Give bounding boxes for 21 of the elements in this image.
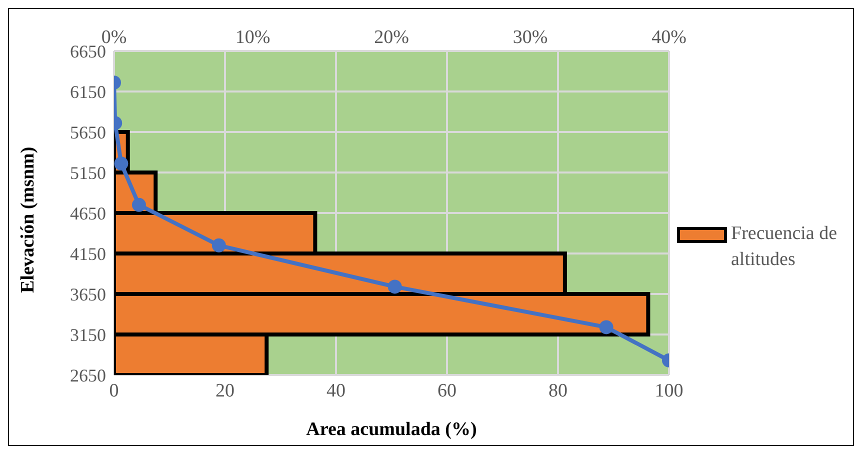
x-axis-title: Area acumulada (%) (306, 419, 477, 440)
y-tick-label: 4650 (70, 203, 106, 224)
x2-tick-label: 20% (374, 27, 410, 48)
y-tick-label: 6150 (70, 82, 106, 102)
y-tick-label: 5650 (70, 122, 106, 142)
y-tick-label: 3650 (70, 284, 106, 304)
x2-tick-label: 40% (652, 27, 687, 48)
y-tick-label: 3150 (70, 324, 106, 345)
y-tick-label: 5150 (70, 162, 106, 183)
x-tick-label: 0 (109, 380, 119, 402)
x2-tick-label: 30% (512, 27, 548, 48)
x-tick-label: 60 (438, 380, 456, 402)
x-tick-label: 40 (326, 380, 346, 402)
legend-label: Frecuencia de altitudes (731, 222, 838, 272)
x-tick-label: 100 (654, 380, 684, 402)
x-tick-label: 80 (548, 380, 568, 402)
y-tick-label: 2650 (70, 365, 106, 386)
y-tick-label: 4150 (70, 244, 106, 264)
x2-tick-label: 10% (235, 27, 270, 48)
x-tick-label: 20 (216, 380, 234, 402)
y-axis-title: Elevación (msnm) (18, 146, 39, 293)
